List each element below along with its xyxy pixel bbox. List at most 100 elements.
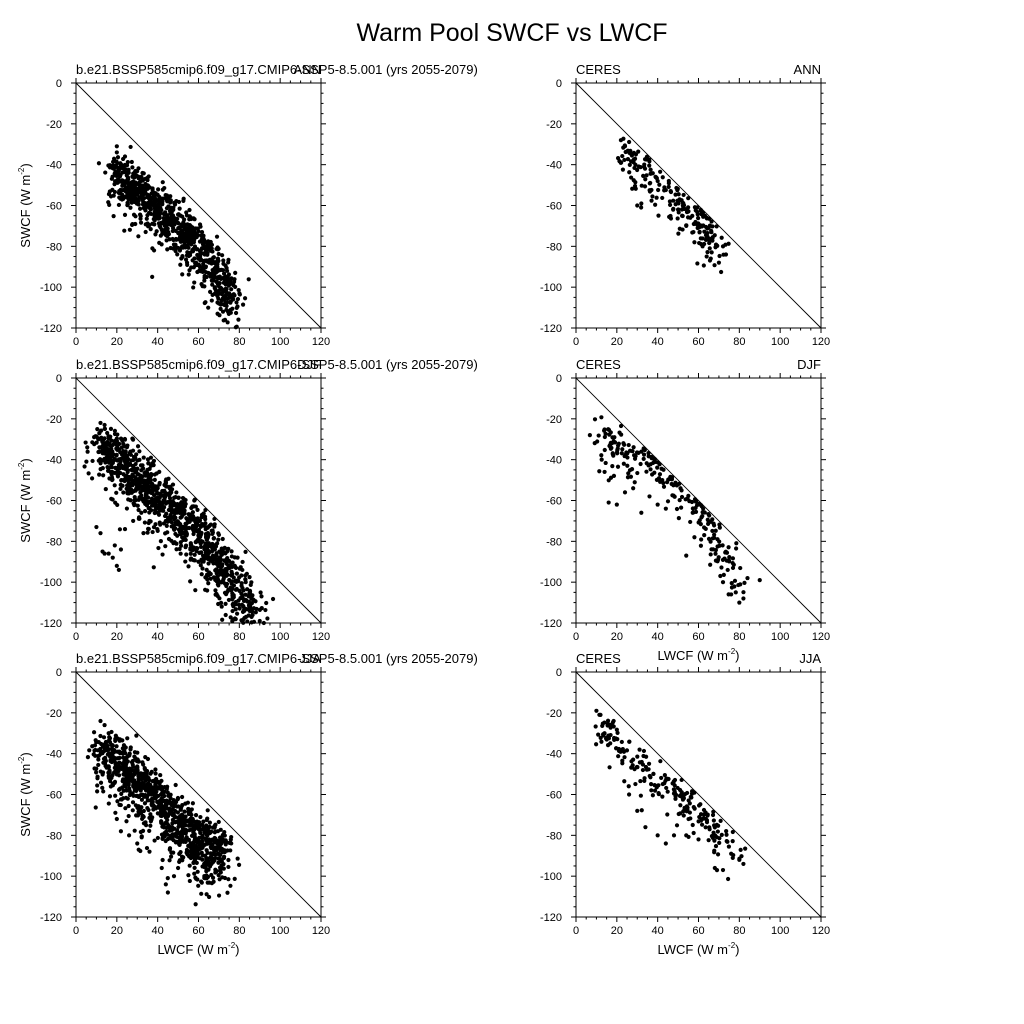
data-point (135, 757, 140, 762)
data-point (178, 540, 183, 545)
data-point (607, 432, 612, 437)
data-point (167, 222, 172, 227)
data-point (167, 496, 173, 501)
data-point (175, 533, 180, 538)
data-point (113, 756, 118, 761)
data-point (635, 167, 640, 173)
data-point (635, 470, 640, 476)
data-point (715, 829, 720, 834)
data-point (696, 221, 701, 226)
data-point (710, 812, 716, 818)
data-point (233, 616, 238, 622)
data-point (95, 789, 100, 794)
data-point (148, 463, 154, 468)
data-point (102, 551, 107, 556)
data-point (110, 174, 115, 179)
data-point (738, 565, 743, 571)
data-point (193, 540, 198, 545)
data-point (219, 298, 224, 303)
data-point (270, 596, 276, 602)
data-point (186, 823, 191, 828)
data-point (161, 505, 166, 510)
data-point (658, 169, 663, 174)
data-point (644, 469, 649, 474)
data-point (171, 541, 176, 546)
data-point (215, 844, 221, 850)
data-point (234, 300, 239, 305)
data-point (691, 221, 696, 227)
data-point (650, 793, 655, 798)
data-point (140, 780, 145, 785)
data-point (629, 765, 634, 770)
data-point (153, 206, 159, 211)
data-point (239, 618, 244, 623)
data-point (178, 213, 183, 218)
data-point (105, 468, 111, 473)
data-point (642, 776, 647, 781)
data-point (713, 242, 719, 247)
data-point (202, 252, 207, 257)
data-point (235, 296, 241, 302)
data-point (712, 823, 717, 828)
data-point (82, 464, 87, 469)
data-point (632, 456, 638, 461)
data-point (663, 778, 668, 783)
x-tick-label: 80 (733, 631, 745, 643)
data-point (216, 532, 222, 537)
data-point (717, 543, 722, 548)
data-point (113, 737, 118, 742)
data-point (151, 525, 157, 530)
data-point (192, 217, 197, 222)
data-point (197, 264, 202, 269)
data-point (191, 860, 196, 865)
scatter-panel-3: 0 20 40 60 80 100 120 0 -20 -40 -60 -80 -100 -120 b.e2… (17, 357, 478, 643)
data-point (204, 274, 209, 280)
y-tick-label: -40 (546, 160, 562, 172)
data-point (707, 827, 712, 832)
data-point (715, 557, 721, 562)
data-point (719, 565, 724, 570)
data-point (146, 196, 152, 201)
data-point (592, 441, 597, 446)
data-point (133, 214, 138, 219)
data-point (214, 234, 220, 239)
data-point (193, 902, 198, 907)
data-point (709, 250, 714, 255)
data-point (706, 225, 711, 230)
data-point (135, 841, 140, 846)
data-point (718, 818, 723, 823)
data-point (98, 733, 103, 739)
data-point (676, 516, 681, 521)
data-point (205, 856, 210, 861)
data-point (211, 273, 217, 278)
data-point (197, 518, 203, 523)
panel-right-title: ANN (294, 62, 321, 77)
data-point (186, 253, 191, 259)
data-point (239, 583, 244, 588)
panel-left-title: b.e21.BSSP585cmip6.f09_g17.CMIP6-SSP5-8.… (76, 357, 478, 372)
data-point (236, 862, 242, 867)
data-point (741, 596, 746, 601)
data-point (199, 230, 205, 235)
data-point (186, 873, 191, 878)
data-point (191, 840, 196, 845)
data-point (713, 843, 719, 849)
data-point (144, 492, 149, 497)
data-point (229, 581, 234, 586)
data-point (658, 479, 663, 484)
data-point (191, 828, 196, 833)
data-point (234, 611, 240, 616)
data-point (208, 239, 213, 245)
data-point (228, 848, 233, 853)
data-point (126, 833, 132, 838)
data-point (177, 206, 182, 211)
data-point (174, 804, 180, 809)
data-point (179, 812, 185, 817)
data-point (168, 489, 173, 494)
data-point (132, 186, 137, 191)
data-point (95, 783, 100, 788)
data-point (173, 782, 178, 788)
data-point (108, 194, 114, 199)
data-point (174, 237, 179, 242)
data-point (205, 816, 210, 821)
